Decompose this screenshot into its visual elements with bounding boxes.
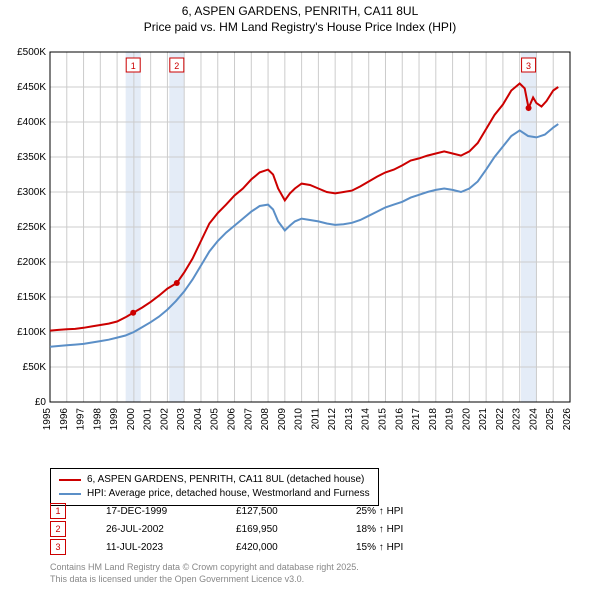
legend-swatch — [59, 493, 81, 495]
title-line1: 6, ASPEN GARDENS, PENRITH, CA11 8UL — [0, 4, 600, 20]
svg-text:2002: 2002 — [159, 408, 170, 431]
svg-text:2006: 2006 — [227, 408, 238, 431]
sale-pct: 15% ↑ HPI — [356, 542, 476, 553]
sale-marker-icon: 3 — [50, 539, 66, 555]
svg-text:2009: 2009 — [277, 408, 288, 431]
legend-label: HPI: Average price, detached house, West… — [87, 487, 370, 501]
sale-pct: 18% ↑ HPI — [356, 524, 476, 535]
svg-text:2024: 2024 — [528, 408, 539, 431]
sale-price: £169,950 — [236, 524, 316, 535]
svg-text:2023: 2023 — [512, 408, 523, 431]
svg-text:£200K: £200K — [17, 257, 46, 268]
sale-price: £127,500 — [236, 506, 316, 517]
footer-line1: Contains HM Land Registry data © Crown c… — [50, 562, 359, 574]
title-line2: Price paid vs. HM Land Registry's House … — [0, 20, 600, 36]
svg-text:1995: 1995 — [42, 408, 53, 431]
sale-date: 11-JUL-2023 — [106, 542, 196, 553]
svg-text:2017: 2017 — [411, 408, 422, 431]
svg-text:2011: 2011 — [310, 408, 321, 430]
footer-attribution: Contains HM Land Registry data © Crown c… — [50, 562, 359, 585]
svg-text:2020: 2020 — [461, 408, 472, 431]
svg-text:£150K: £150K — [17, 292, 46, 303]
svg-text:2012: 2012 — [327, 408, 338, 431]
sale-row: 2 26-JUL-2002 £169,950 18% ↑ HPI — [50, 520, 476, 538]
svg-text:2: 2 — [174, 61, 179, 71]
svg-text:£0: £0 — [35, 397, 47, 408]
sale-marker-icon: 2 — [50, 521, 66, 537]
svg-text:£500K: £500K — [17, 47, 46, 58]
svg-text:2008: 2008 — [260, 408, 271, 431]
svg-text:2000: 2000 — [126, 408, 137, 431]
svg-text:£350K: £350K — [17, 152, 46, 163]
sale-row: 1 17-DEC-1999 £127,500 25% ↑ HPI — [50, 502, 476, 520]
sale-marker-icon: 1 — [50, 503, 66, 519]
chart-title: 6, ASPEN GARDENS, PENRITH, CA11 8UL Pric… — [0, 4, 600, 35]
svg-text:£300K: £300K — [17, 187, 46, 198]
footer-line2: This data is licensed under the Open Gov… — [50, 574, 359, 586]
sales-table: 1 17-DEC-1999 £127,500 25% ↑ HPI 2 26-JU… — [50, 502, 476, 556]
svg-text:2004: 2004 — [193, 408, 204, 431]
svg-text:2022: 2022 — [495, 408, 506, 431]
svg-text:2013: 2013 — [344, 408, 355, 431]
svg-text:2021: 2021 — [478, 408, 489, 431]
svg-text:2010: 2010 — [294, 408, 305, 431]
legend-item: 6, ASPEN GARDENS, PENRITH, CA11 8UL (det… — [59, 473, 370, 487]
svg-text:£450K: £450K — [17, 82, 46, 93]
sale-pct: 25% ↑ HPI — [356, 506, 476, 517]
sale-price: £420,000 — [236, 542, 316, 553]
svg-text:3: 3 — [526, 61, 531, 71]
legend-item: HPI: Average price, detached house, West… — [59, 487, 370, 501]
svg-text:£50K: £50K — [23, 362, 47, 373]
chart-container: 6, ASPEN GARDENS, PENRITH, CA11 8UL Pric… — [0, 0, 600, 590]
svg-text:2007: 2007 — [243, 408, 254, 431]
svg-text:2018: 2018 — [428, 408, 439, 431]
svg-text:2005: 2005 — [210, 408, 221, 431]
legend-label: 6, ASPEN GARDENS, PENRITH, CA11 8UL (det… — [87, 473, 364, 487]
svg-text:1998: 1998 — [92, 408, 103, 431]
svg-text:£250K: £250K — [17, 222, 46, 233]
svg-text:2015: 2015 — [377, 408, 388, 431]
svg-text:2026: 2026 — [562, 408, 573, 431]
sale-date: 26-JUL-2002 — [106, 524, 196, 535]
svg-text:2016: 2016 — [394, 408, 405, 431]
svg-text:2001: 2001 — [143, 408, 154, 431]
svg-text:1996: 1996 — [59, 408, 70, 431]
svg-text:1997: 1997 — [76, 408, 87, 431]
svg-text:2003: 2003 — [176, 408, 187, 431]
svg-text:1999: 1999 — [109, 408, 120, 431]
svg-text:1: 1 — [131, 61, 136, 71]
sale-date: 17-DEC-1999 — [106, 506, 196, 517]
line-chart: 1 2 3 £0 £50K £100K £150K £200K £250K £300K £350K £… — [0, 42, 590, 437]
svg-text:£400K: £400K — [17, 117, 46, 128]
legend-box: 6, ASPEN GARDENS, PENRITH, CA11 8UL (det… — [50, 468, 379, 506]
legend-swatch — [59, 479, 81, 481]
svg-text:£100K: £100K — [17, 327, 46, 338]
sale-row: 3 11-JUL-2023 £420,000 15% ↑ HPI — [50, 538, 476, 556]
svg-text:2025: 2025 — [545, 408, 556, 431]
svg-text:2014: 2014 — [361, 408, 372, 431]
svg-text:2019: 2019 — [445, 408, 456, 431]
